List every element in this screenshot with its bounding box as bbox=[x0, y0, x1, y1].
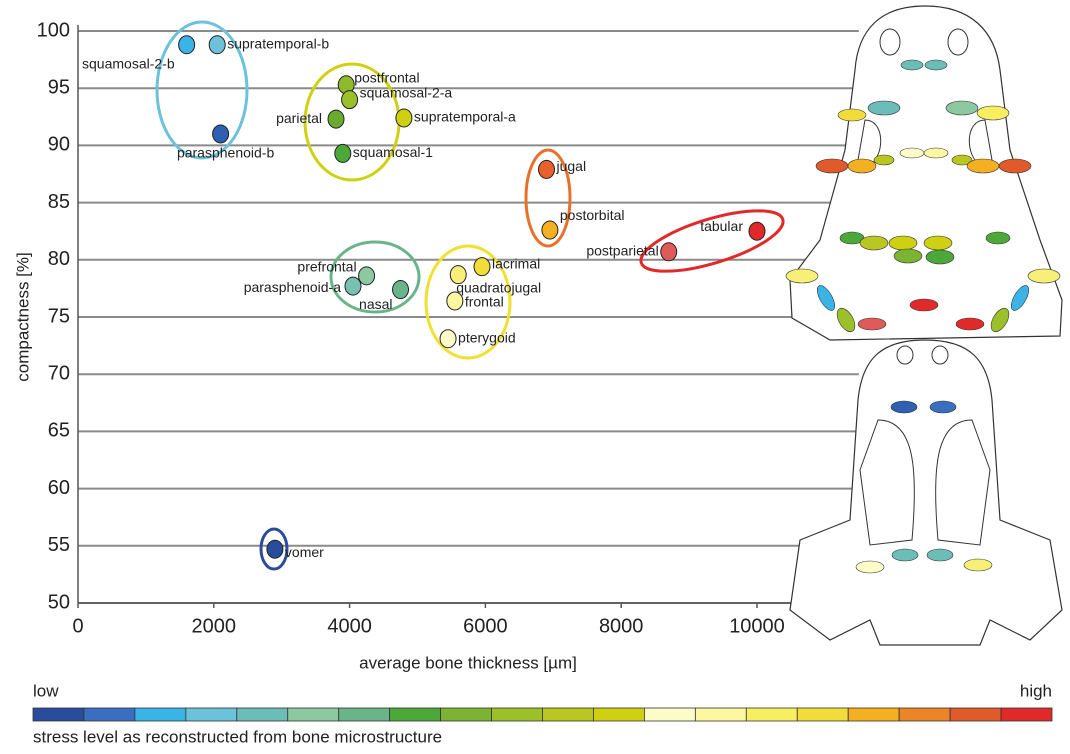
point bbox=[335, 144, 351, 162]
colorbar-swatch bbox=[339, 708, 390, 721]
y-tick-label: 85 bbox=[48, 191, 70, 213]
colorbar-high: high bbox=[1020, 681, 1052, 700]
colorbar-swatch bbox=[695, 708, 746, 721]
point bbox=[447, 292, 463, 310]
point bbox=[213, 125, 229, 143]
y-tick-label: 70 bbox=[48, 362, 70, 384]
y-tick-label: 55 bbox=[48, 534, 70, 556]
point bbox=[474, 258, 490, 276]
point-label: vomer bbox=[285, 544, 324, 560]
y-tick-label: 50 bbox=[48, 591, 70, 613]
point-label: lacrimal bbox=[492, 255, 540, 271]
colorbar-low: low bbox=[33, 681, 59, 700]
point-label: frontal bbox=[465, 294, 504, 310]
colorbar-swatch bbox=[848, 708, 899, 721]
colorbar-swatch bbox=[84, 708, 135, 721]
y-tick-label: 80 bbox=[48, 248, 70, 270]
point-label: postparietal bbox=[586, 242, 658, 258]
points: squamosal-2-b supratemporal-b parasphenoid… bbox=[82, 35, 765, 560]
colorbar-swatch bbox=[797, 708, 848, 721]
point bbox=[342, 91, 358, 109]
skull-ventral bbox=[790, 340, 1062, 645]
point-label: tabular bbox=[700, 218, 743, 234]
colorbar-swatch bbox=[746, 708, 797, 721]
skull-diagrams bbox=[786, 6, 1062, 645]
skull-opening bbox=[948, 29, 968, 55]
colorbar-swatch bbox=[186, 708, 237, 721]
cluster bbox=[635, 198, 789, 283]
point-label: squamosal-2-a bbox=[360, 84, 453, 100]
point-label: jugal bbox=[556, 158, 587, 174]
x-tick-label: 10000 bbox=[729, 615, 785, 637]
y-tick-label: 60 bbox=[48, 477, 70, 499]
x-axis-label: average bone thickness [µm] bbox=[359, 653, 577, 672]
point bbox=[393, 281, 409, 299]
point bbox=[359, 267, 375, 285]
point-label: postfrontal bbox=[354, 69, 419, 85]
point bbox=[179, 36, 195, 54]
colorbar-label: stress level as reconstructed from bone … bbox=[33, 727, 442, 746]
point-label: parasphenoid-a bbox=[244, 279, 342, 295]
point bbox=[328, 110, 344, 128]
point bbox=[539, 160, 555, 178]
point-label: parietal bbox=[276, 110, 322, 126]
x-tick-label: 6000 bbox=[463, 615, 508, 637]
point bbox=[267, 540, 283, 558]
colorbar-swatch bbox=[543, 708, 594, 721]
point-label: squamosal-2-b bbox=[82, 55, 175, 71]
colorbar-swatch bbox=[950, 708, 1001, 721]
colorbar-swatch bbox=[593, 708, 644, 721]
colorbar-swatch bbox=[237, 708, 288, 721]
colorbar-swatch bbox=[492, 708, 543, 721]
x-tick-label: 2000 bbox=[192, 615, 237, 637]
point-label: parasphenoid-b bbox=[177, 145, 275, 161]
y-tick-label: 65 bbox=[48, 420, 70, 442]
skull-opening bbox=[932, 346, 948, 364]
y-tick-label: 90 bbox=[48, 134, 70, 156]
colorbar-swatch bbox=[288, 708, 339, 721]
colorbar-swatch bbox=[441, 708, 492, 721]
y-tick-label: 75 bbox=[48, 305, 70, 327]
colorbar-swatch bbox=[899, 708, 950, 721]
y-axis-label: compactness [%] bbox=[13, 252, 32, 381]
point bbox=[542, 221, 558, 239]
colorbar-swatch bbox=[135, 708, 186, 721]
point bbox=[749, 222, 765, 240]
skull-opening bbox=[880, 29, 900, 55]
point bbox=[396, 109, 412, 127]
point bbox=[440, 330, 456, 348]
point-label: supratemporal-b bbox=[227, 35, 329, 51]
colorbar-swatch bbox=[390, 708, 441, 721]
point-label: nasal bbox=[359, 296, 392, 312]
y-tick-label: 95 bbox=[48, 76, 70, 98]
point bbox=[209, 36, 225, 54]
skull-opening bbox=[897, 346, 913, 364]
x-tick-label: 4000 bbox=[327, 615, 372, 637]
point-label: pterygoid bbox=[458, 329, 516, 345]
x-tick-label: 8000 bbox=[599, 615, 644, 637]
point bbox=[661, 243, 677, 261]
point-label: prefrontal bbox=[297, 259, 356, 275]
colorbar-swatch bbox=[1001, 708, 1052, 721]
x-tick-label: 0 bbox=[72, 615, 83, 637]
point-label: supratemporal-a bbox=[414, 109, 516, 125]
y-tick-label: 100 bbox=[37, 19, 70, 41]
point-label: postorbital bbox=[560, 207, 625, 223]
figure: 50 55 60 65 70 75 80 85 90 95 100 0 2000 4000 6000 8000… bbox=[0, 0, 1070, 749]
colorbar-swatch bbox=[644, 708, 695, 721]
colorbar-swatch bbox=[33, 708, 84, 721]
point bbox=[345, 277, 361, 295]
point-label: squamosal-1 bbox=[353, 144, 433, 160]
colorbar bbox=[33, 708, 1052, 721]
